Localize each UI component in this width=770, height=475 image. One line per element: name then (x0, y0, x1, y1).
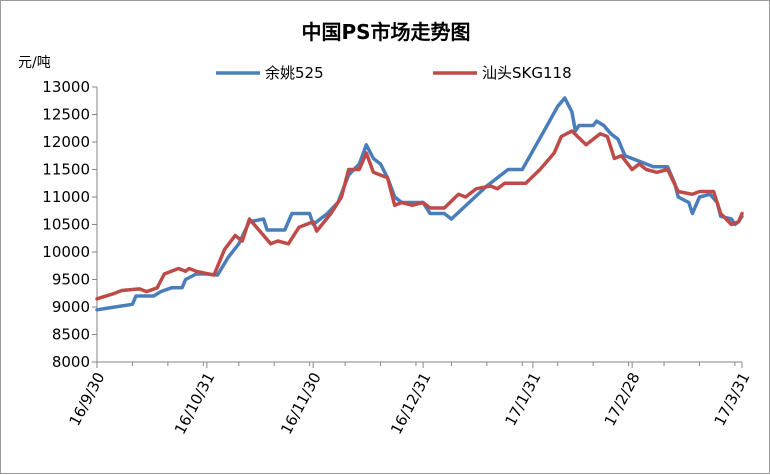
chart-title: 中国PS市场走势图 (301, 20, 470, 44)
y-tick-label: 9500 (52, 271, 90, 289)
y-tick-label: 9000 (52, 298, 90, 316)
legend-label: 余姚525 (265, 64, 324, 82)
series-line-2 (95, 129, 744, 301)
x-tick-label: 16/9/30 (65, 369, 108, 429)
y-tick-label: 8000 (52, 353, 90, 371)
y-tick-label: 12000 (42, 133, 90, 151)
x-tick-label: 17/1/31 (501, 369, 544, 429)
y-tick-label: 13000 (42, 78, 90, 96)
x-tick-label: 17/2/28 (601, 369, 644, 429)
y-tick-label: 11000 (42, 188, 90, 206)
x-axis: 16/9/30 16/10/31 16/11/30 16/12/31 17/1/31 17… (65, 361, 754, 437)
y-axis: 8000 8500 9000 9500 10000 10500 11000 11500 1200… (42, 78, 98, 371)
y-tick-label: 10000 (42, 243, 90, 261)
x-tick-label: 16/11/30 (277, 369, 325, 437)
legend: 余姚525 汕头SKG118 (216, 64, 572, 82)
legend-label: 汕头SKG118 (482, 64, 572, 82)
x-tick-label: 17/3/31 (710, 369, 753, 429)
x-tick-label: 16/12/31 (387, 369, 435, 437)
y-tick-label: 10500 (42, 216, 90, 234)
series-layer (95, 96, 744, 312)
y-tick-label: 12500 (42, 106, 90, 124)
y-tick-label: 8500 (52, 326, 90, 344)
y-tick-label: 11500 (42, 161, 90, 179)
y-axis-unit: 元/吨 (18, 55, 51, 71)
x-tick-label: 16/10/31 (171, 369, 219, 437)
